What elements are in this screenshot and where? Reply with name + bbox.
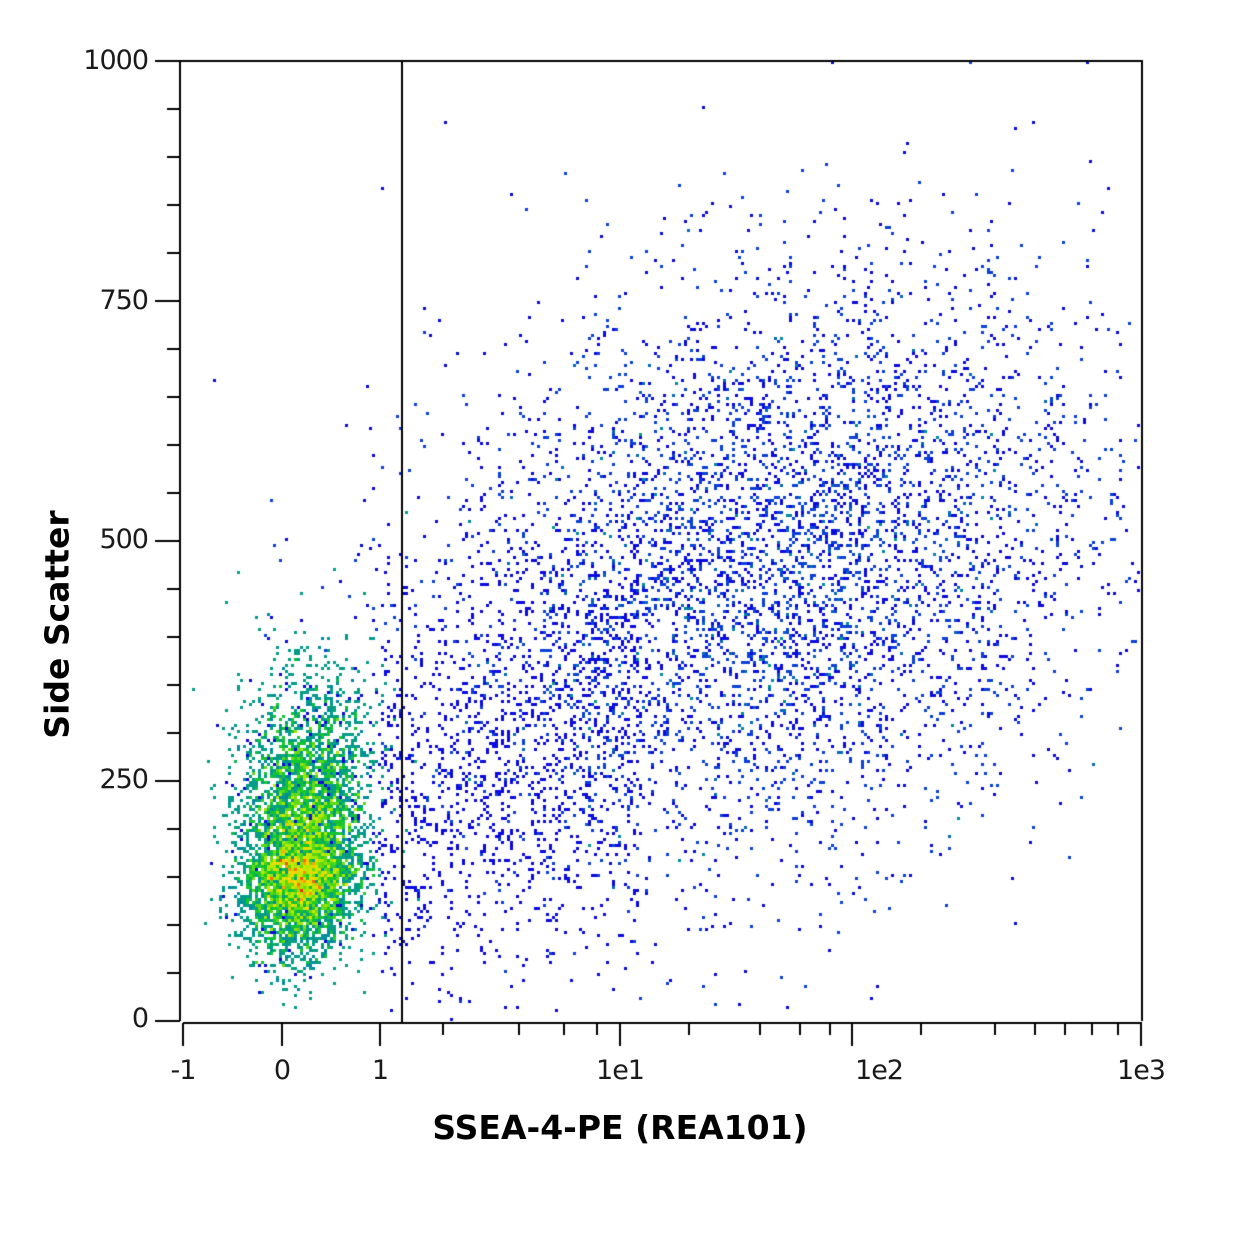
x-tick-label-1: 1 xyxy=(371,1055,389,1086)
y-tick-label-500: 500 xyxy=(99,524,149,555)
x-tick-label-1e1: 1e1 xyxy=(596,1055,645,1086)
x-axis-title: SSEA-4-PE (REA101) xyxy=(432,1108,808,1147)
x-tick-label-0: 0 xyxy=(273,1055,291,1086)
y-tick-label-0: 0 xyxy=(131,1003,149,1034)
x-tick-label-1e3: 1e3 xyxy=(1117,1055,1166,1086)
y-tick-label-250: 250 xyxy=(99,764,149,795)
y-tick-label-750: 750 xyxy=(99,285,149,316)
y-tick-label-1000: 1000 xyxy=(83,45,149,76)
x-tick-label-1e2: 1e2 xyxy=(855,1055,904,1086)
y-axis-title: Side Scatter xyxy=(37,510,77,739)
x-tick-label-neg1: -1 xyxy=(170,1055,197,1086)
